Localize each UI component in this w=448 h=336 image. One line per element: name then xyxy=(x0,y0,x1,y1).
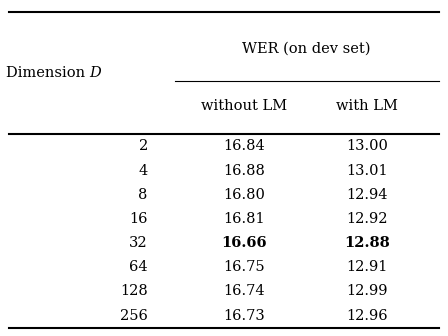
Text: 16.73: 16.73 xyxy=(223,308,265,323)
Text: WER (on dev set): WER (on dev set) xyxy=(241,42,370,56)
Text: 16.81: 16.81 xyxy=(224,212,265,226)
Text: D: D xyxy=(90,66,101,80)
Text: 128: 128 xyxy=(120,284,148,298)
Text: 16.80: 16.80 xyxy=(223,188,265,202)
Text: 12.92: 12.92 xyxy=(347,212,388,226)
Text: 13.01: 13.01 xyxy=(347,164,388,178)
Text: 256: 256 xyxy=(120,308,148,323)
Text: 12.96: 12.96 xyxy=(347,308,388,323)
Text: 12.88: 12.88 xyxy=(345,236,390,250)
Text: 2: 2 xyxy=(138,139,148,154)
Text: 16.74: 16.74 xyxy=(224,284,265,298)
Text: 4: 4 xyxy=(138,164,148,178)
Text: 16.88: 16.88 xyxy=(223,164,265,178)
Text: 16.66: 16.66 xyxy=(221,236,267,250)
Text: 32: 32 xyxy=(129,236,148,250)
Text: 12.99: 12.99 xyxy=(347,284,388,298)
Text: with LM: with LM xyxy=(336,99,398,113)
Text: 16.75: 16.75 xyxy=(224,260,265,274)
Text: 12.91: 12.91 xyxy=(347,260,388,274)
Text: 12.94: 12.94 xyxy=(347,188,388,202)
Text: 64: 64 xyxy=(129,260,148,274)
Text: 16: 16 xyxy=(129,212,148,226)
Text: 13.00: 13.00 xyxy=(346,139,388,154)
Text: without LM: without LM xyxy=(201,99,287,113)
Text: 8: 8 xyxy=(138,188,148,202)
Text: Dimension: Dimension xyxy=(6,66,90,80)
Text: 16.84: 16.84 xyxy=(223,139,265,154)
